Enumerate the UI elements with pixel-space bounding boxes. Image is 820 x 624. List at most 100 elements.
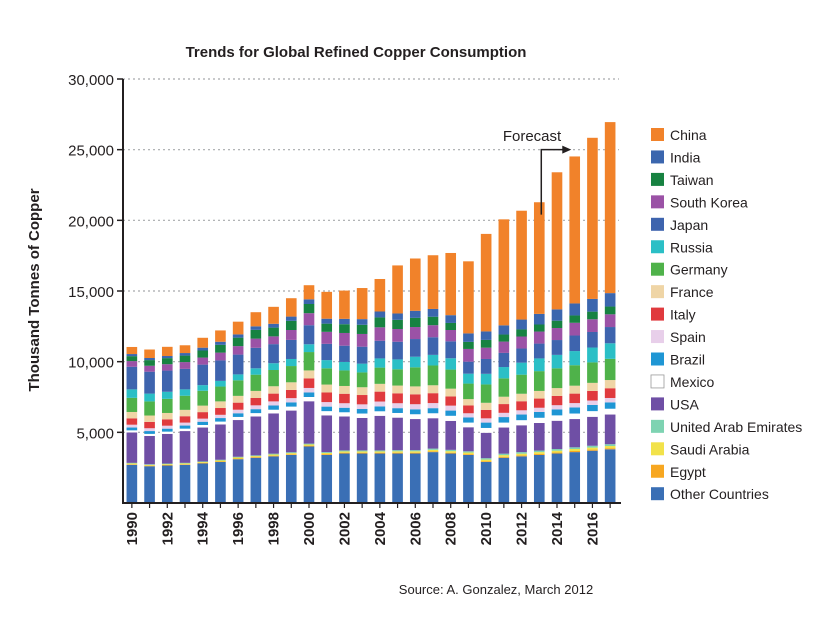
x-tick-label: 1990 bbox=[124, 512, 141, 545]
bar-segment-brazil bbox=[268, 405, 279, 410]
bar-segment-india bbox=[604, 293, 616, 307]
bar-segment-spain bbox=[339, 403, 350, 408]
bar-segment-mexico bbox=[533, 417, 545, 424]
bar-segment-saudi-arabia bbox=[463, 452, 474, 455]
bar-segment-saudi-arabia bbox=[392, 451, 403, 453]
bar-segment-russia bbox=[587, 347, 598, 363]
bar-segment-mexico bbox=[197, 424, 209, 428]
bar-segment-taiwan bbox=[427, 316, 439, 326]
bar-segment-spain bbox=[480, 418, 492, 423]
bar-segment-italy bbox=[516, 401, 527, 411]
bar-segment-china bbox=[374, 278, 386, 312]
bar-segment-usa bbox=[587, 416, 598, 446]
bar-segment-russia bbox=[215, 380, 226, 387]
legend-item-india: India bbox=[651, 149, 701, 165]
bar-segment-russia bbox=[516, 362, 527, 375]
legend-swatch bbox=[651, 195, 664, 209]
bar-segment-egypt bbox=[409, 452, 421, 454]
bar-segment-united-arab-emirates bbox=[498, 453, 510, 456]
bar-segment-united-arab-emirates bbox=[215, 459, 226, 461]
bar-segment-germany bbox=[215, 386, 226, 402]
bar-segment-france bbox=[409, 386, 421, 395]
bar-segment-saudi-arabia bbox=[232, 457, 244, 459]
bar-segment-mexico bbox=[427, 413, 439, 419]
legend-swatch bbox=[651, 285, 664, 299]
bar-segment-japan bbox=[463, 361, 474, 374]
bar-segment-egypt bbox=[498, 456, 510, 458]
bar-segment-italy bbox=[268, 393, 279, 402]
bar-segment-usa bbox=[126, 432, 138, 463]
bar-segment-india bbox=[144, 357, 155, 361]
bar-segment-india bbox=[321, 318, 333, 324]
bar-segment-germany bbox=[427, 365, 439, 386]
bar-segment-usa bbox=[215, 424, 226, 460]
bar-segment-brazil bbox=[126, 427, 138, 431]
bar-segment-other-countries bbox=[250, 457, 262, 503]
bar-segment-united-arab-emirates bbox=[285, 452, 297, 454]
bar-segment-other-countries bbox=[197, 463, 209, 503]
bar-segment-mexico bbox=[445, 415, 457, 421]
bar-segment-taiwan bbox=[516, 329, 527, 337]
bar-segment-india bbox=[392, 313, 403, 320]
bar-segment-other-countries bbox=[303, 446, 315, 503]
bar-segment-united-arab-emirates bbox=[126, 462, 138, 464]
legend-swatch bbox=[651, 397, 664, 411]
legend-item-spain: Spain bbox=[651, 329, 706, 345]
bar-stack bbox=[516, 210, 527, 503]
bar-segment-taiwan bbox=[604, 306, 616, 315]
bar-segment-japan bbox=[161, 370, 173, 392]
bar-segment-united-arab-emirates bbox=[551, 449, 563, 451]
legend-item-egypt: Egypt bbox=[651, 464, 706, 480]
bars bbox=[126, 122, 616, 503]
bar-segment-united-arab-emirates bbox=[356, 450, 368, 452]
bar-stack bbox=[179, 345, 191, 503]
bar-segment-germany bbox=[587, 362, 598, 383]
bar-stack bbox=[409, 258, 421, 503]
bar-segment-spain bbox=[232, 409, 244, 414]
bar-segment-taiwan bbox=[126, 356, 138, 362]
bar-segment-china bbox=[569, 156, 581, 304]
bar-segment-saudi-arabia bbox=[374, 451, 386, 453]
bar-segment-india bbox=[339, 318, 350, 325]
bar-segment-germany bbox=[285, 366, 297, 383]
bar-segment-taiwan bbox=[463, 341, 474, 349]
legend-swatch bbox=[651, 172, 664, 186]
legend-swatch bbox=[651, 262, 664, 276]
legend-item-usa: USA bbox=[651, 396, 699, 412]
source-note: Source: A. Gonzalez, March 2012 bbox=[399, 582, 593, 597]
bar-segment-japan bbox=[303, 325, 315, 345]
bar-segment-italy bbox=[480, 409, 492, 419]
bar-segment-spain bbox=[516, 410, 527, 415]
bar-segment-china bbox=[179, 345, 191, 354]
legend-item-france: France bbox=[651, 284, 714, 300]
bar-stack bbox=[445, 252, 457, 503]
bar-stack bbox=[161, 346, 173, 503]
bar-segment-france bbox=[215, 401, 226, 409]
bar-segment-usa bbox=[374, 415, 386, 451]
bar-segment-other-countries bbox=[374, 453, 386, 503]
bar-segment-south-korea bbox=[303, 313, 315, 326]
bar-segment-india bbox=[463, 333, 474, 342]
bar-segment-united-arab-emirates bbox=[161, 463, 173, 465]
bar-segment-other-countries bbox=[445, 453, 457, 503]
bar-segment-china bbox=[587, 137, 598, 299]
bar-segment-saudi-arabia bbox=[445, 451, 457, 453]
bar-segment-taiwan bbox=[321, 323, 333, 332]
bar-segment-spain bbox=[463, 413, 474, 418]
bar-segment-united-arab-emirates bbox=[232, 456, 244, 458]
bar-segment-italy bbox=[232, 402, 244, 410]
y-tick-label: 15,000 bbox=[68, 284, 114, 301]
bar-stack bbox=[285, 298, 297, 503]
bar-segment-taiwan bbox=[392, 319, 403, 330]
bar-segment-italy bbox=[250, 397, 262, 406]
legend-label: France bbox=[670, 284, 714, 300]
bar-segment-usa bbox=[321, 415, 333, 453]
bar-segment-india bbox=[445, 315, 457, 323]
bar-segment-mexico bbox=[144, 433, 155, 437]
legend-item-other-countries: Other Countries bbox=[651, 486, 769, 502]
bar-stack bbox=[392, 265, 403, 503]
bar-stack bbox=[303, 285, 315, 503]
bar-stack bbox=[268, 306, 279, 503]
bar-segment-mexico bbox=[516, 420, 527, 426]
bar-segment-china bbox=[215, 330, 226, 342]
